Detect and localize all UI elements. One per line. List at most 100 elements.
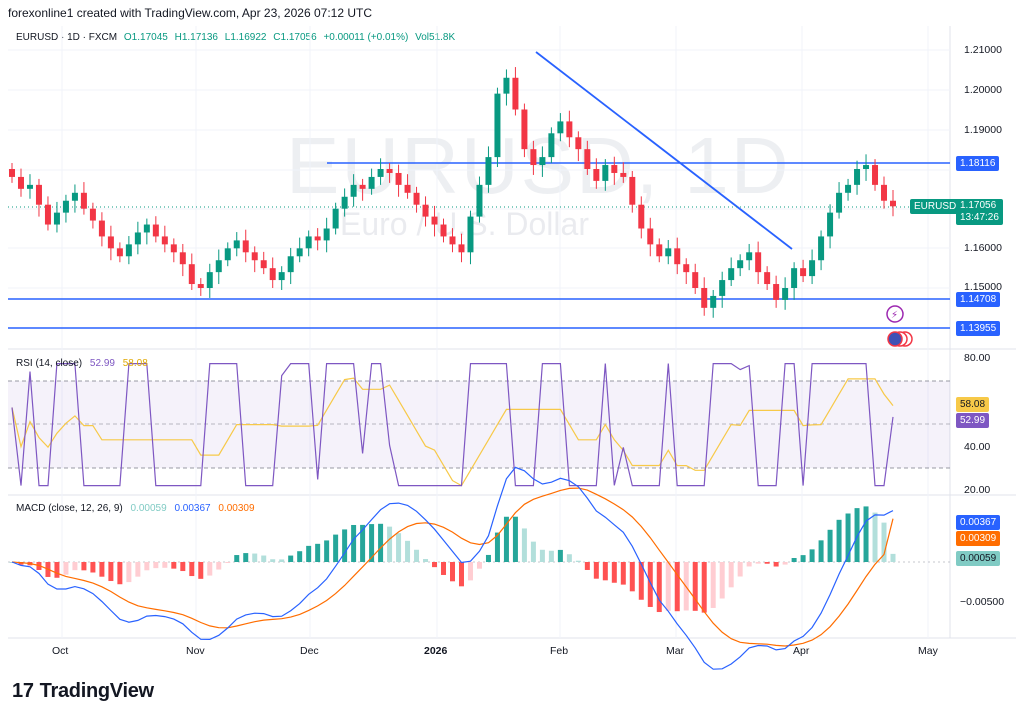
macd-hist-bar [557,549,563,562]
macd-hist-bar [701,562,707,613]
macd-hist-tag: 0.00059 [956,551,1001,566]
macd-histogram[interactable] [9,506,896,613]
lightning-icon: ⚡ [891,310,898,321]
candle-body [188,264,195,285]
macd-hist-bar [710,562,716,608]
macd-hist-bar [396,533,402,562]
macd-label[interactable]: MACD (close, 12, 26, 9) [16,503,123,514]
candle-body [584,149,591,169]
macd-hist-bar [494,532,500,562]
time-tick: Apr [793,645,810,657]
candle-body [800,268,807,277]
candle-body [449,236,456,245]
candle-body [224,248,231,261]
candle-body [170,244,177,253]
candle-body [665,248,672,257]
candle-body [296,248,303,257]
macd-hist-bar [243,553,249,562]
macd-hist-bar [81,562,87,571]
macd-series[interactable] [11,466,894,670]
trendline[interactable] [535,51,793,250]
candle-body [26,184,33,189]
candle-body [35,184,42,205]
macd-hist-bar [234,555,240,562]
candle-body [413,192,420,205]
price-tick: 1.16000 [964,242,1002,254]
macd-hist-bar [153,562,159,569]
macd-hist-bar [378,523,384,562]
candle-body [359,184,366,189]
legend-symbol[interactable]: EURUSD · 1D · FXCM [16,32,118,43]
macd-hist-bar [521,528,527,562]
macd-hist-bar [54,562,60,578]
candle-body [62,200,69,213]
candle-body [881,184,888,201]
macd-hist-bar [872,512,878,562]
candle-body [98,220,105,237]
price-tick: 1.21000 [964,44,1002,56]
watermark-symbol: EURUSD, 1D [286,121,791,210]
candle-body [215,260,222,273]
macd-hist-bar [845,513,851,562]
macd-line-tag: 0.00367 [956,515,1001,530]
candle-body [278,272,285,281]
candle-body [674,248,681,265]
candle-body [242,240,249,253]
rsi-value-tag: 52.99 [956,413,990,428]
macd-hist-bar [746,562,752,567]
candle-body [575,137,582,150]
macd-hist-bar [450,562,455,582]
candle-body [485,157,492,185]
legend-change: +0.00011 (+0.01%) [323,32,409,43]
candle-body [620,172,627,177]
macd-hist-bar [414,549,420,562]
macd-hist-bar [387,526,393,562]
macd-hist-bar [360,524,366,562]
candle-body [809,260,816,277]
candle-body [458,244,465,253]
macd-hist-bar [791,558,797,562]
macd-hist-bar [611,562,617,583]
candle-body [152,224,159,237]
rsi-ma-tag: 58.08 [956,397,990,412]
macd-hist-bar [279,559,285,562]
macd-hist-bar [503,516,509,562]
candle-body [836,192,843,213]
candle-body [548,133,555,158]
candle-body [107,236,114,249]
tradingview-logo[interactable]: 17 TradingView [12,680,154,703]
rsi-series[interactable] [11,363,894,487]
macd-hist-bar [441,562,447,575]
time-tick: Mar [666,645,685,657]
candle-body [314,236,321,241]
candle-body [395,172,402,185]
macd-hist-bar [647,562,653,607]
macd-hist-bar [800,555,806,562]
candle-body [404,184,411,193]
price-tick: 1.20000 [964,84,1002,96]
legend-low: L1.16922 [224,32,267,43]
macd-hist-bar [665,562,671,611]
candle-body [746,252,753,261]
macd-hist-bar [225,562,231,563]
candlestick-series[interactable] [9,67,896,318]
candle-body [845,184,852,193]
macd-hist-bar [485,554,491,562]
macd-hist-bar [827,529,833,562]
macd-hist-bar [674,562,680,612]
price-tick: 1.19000 [964,124,1002,136]
rsi-label[interactable]: RSI (14, close) [16,358,83,369]
macd-hist-bar [162,562,168,568]
candle-body [854,169,861,185]
macd-hist-bar [863,506,869,562]
macd-hist-bar [737,562,743,577]
flag-icon[interactable] [887,331,903,347]
macd-hist-bar [216,562,222,570]
chart-caption: forexonline1 created with TradingView.co… [8,6,372,20]
lightning-icon[interactable] [886,305,904,323]
watermark-name: Euro / U.S. Dollar [340,206,589,242]
candle-body [440,224,447,237]
candle-body [467,216,474,253]
rsi-line [11,363,894,487]
